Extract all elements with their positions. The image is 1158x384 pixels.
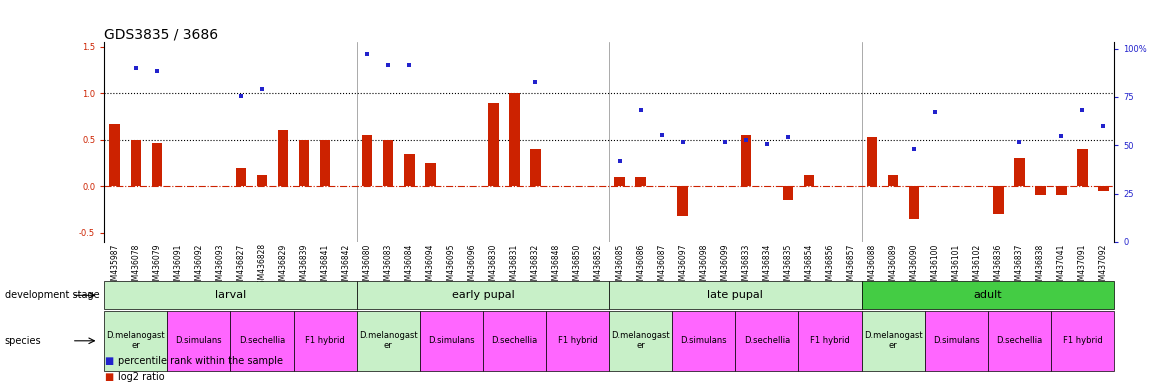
Bar [1035, 186, 1046, 195]
Text: log2 ratio: log2 ratio [118, 372, 164, 382]
Bar [425, 163, 435, 186]
Text: early pupal: early pupal [452, 290, 514, 300]
Bar [152, 142, 162, 186]
Text: late pupal: late pupal [708, 290, 763, 300]
Bar [909, 186, 919, 219]
Text: development stage: development stage [5, 290, 100, 300]
Bar [888, 175, 899, 186]
Bar [994, 186, 1004, 214]
Bar [615, 177, 625, 186]
Bar [783, 186, 793, 200]
Text: D.sechellia: D.sechellia [743, 336, 790, 345]
Text: F1 hybrid: F1 hybrid [306, 336, 345, 345]
Text: F1 hybrid: F1 hybrid [1063, 336, 1102, 345]
Bar [320, 140, 330, 186]
Text: D.sechellia: D.sechellia [996, 336, 1042, 345]
Text: D.sechellia: D.sechellia [491, 336, 537, 345]
Text: adult: adult [974, 290, 1002, 300]
Bar [530, 149, 541, 186]
Text: F1 hybrid: F1 hybrid [811, 336, 850, 345]
Bar [362, 135, 373, 186]
Bar [110, 124, 120, 186]
Bar [131, 140, 141, 186]
Text: D.melanogast
er: D.melanogast er [359, 331, 418, 351]
Bar [489, 103, 499, 186]
Bar [257, 175, 267, 186]
Text: percentile rank within the sample: percentile rank within the sample [118, 356, 283, 366]
Text: D.melanogast
er: D.melanogast er [107, 331, 166, 351]
Bar [383, 140, 394, 186]
Text: D.melanogast
er: D.melanogast er [611, 331, 670, 351]
Bar [510, 93, 520, 186]
Text: D.simulans: D.simulans [176, 336, 222, 345]
Bar [741, 135, 752, 186]
Text: D.simulans: D.simulans [933, 336, 980, 345]
Text: GDS3835 / 3686: GDS3835 / 3686 [104, 27, 219, 41]
Bar [1014, 158, 1025, 186]
Text: species: species [5, 336, 42, 346]
Bar [1098, 186, 1108, 191]
Text: D.simulans: D.simulans [681, 336, 727, 345]
Text: ■: ■ [104, 356, 113, 366]
Bar [236, 168, 247, 186]
Bar [677, 186, 688, 216]
Bar [636, 177, 646, 186]
Bar [404, 154, 415, 186]
Bar [867, 137, 878, 186]
Text: D.simulans: D.simulans [428, 336, 475, 345]
Bar [278, 131, 288, 186]
Text: D.melanogast
er: D.melanogast er [864, 331, 923, 351]
Bar [299, 140, 309, 186]
Text: F1 hybrid: F1 hybrid [558, 336, 598, 345]
Text: ■: ■ [104, 372, 113, 382]
Text: larval: larval [215, 290, 245, 300]
Text: D.sechellia: D.sechellia [239, 336, 285, 345]
Bar [804, 175, 814, 186]
Bar [1077, 149, 1087, 186]
Bar [1056, 186, 1067, 195]
